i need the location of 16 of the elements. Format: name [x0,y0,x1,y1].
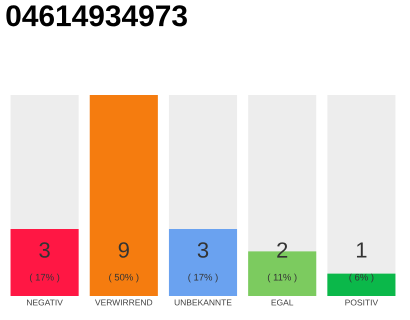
x-tick-label: NEGATIV [27,300,63,306]
annotation: ( 17% ) [188,274,218,282]
annotation: ( 11% ) [268,274,297,282]
annotation: ( 50% ) [109,274,138,282]
data-label: 3 [39,242,50,258]
x-tick-label: POSITIV [345,300,378,306]
chart-title: 04614934973 [6,5,187,26]
annotation: ( 6% ) [349,274,374,282]
x-tick-label: VERWIRREND [94,300,152,306]
x-tick-label: EGAL [272,300,294,306]
x-tick-label: UNBEKANNTE [174,300,232,306]
annotation: ( 17% ) [30,274,60,282]
data-label: 3 [198,242,208,258]
data-label: 1 [356,242,366,258]
data-label: 9 [118,242,129,258]
bar [327,274,396,296]
